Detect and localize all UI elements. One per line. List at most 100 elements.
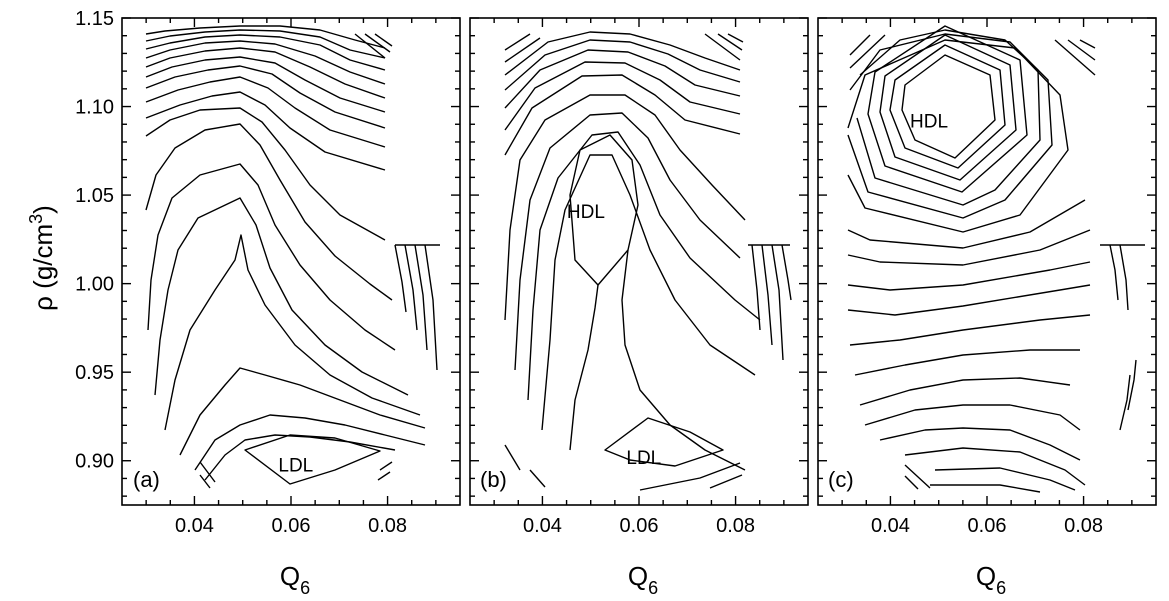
panel-b-label: (b) (480, 467, 507, 492)
y-axis-title: ρ (g/cm3) (26, 205, 58, 311)
contour-line (145, 29, 386, 59)
region-label-hdl: HDL (567, 202, 605, 223)
contour-line (751, 244, 761, 331)
region-label-ldl: LDL (626, 448, 661, 469)
region-label-hdl: HDL (910, 112, 948, 133)
contour-line (761, 244, 773, 346)
x-axis-title-sub: 6 (300, 578, 310, 598)
x-tick-label: 0.04 (523, 515, 562, 537)
contour-line (145, 40, 386, 85)
contour-line (179, 367, 426, 456)
contour-ring (879, 34, 1017, 181)
contour-line (194, 414, 426, 471)
contour-line (504, 94, 746, 321)
x-axis-title-main: Q (976, 561, 996, 591)
contour-line (541, 154, 756, 431)
panel-a-frame (121, 17, 461, 506)
x-axis-title-sub: 6 (996, 578, 1006, 598)
y-tick-label: 1.10 (75, 97, 114, 119)
contour-line (847, 33, 1053, 219)
x-tick-label: 0.06 (968, 515, 1007, 537)
contour-line (1109, 244, 1119, 301)
contour-line (504, 61, 741, 131)
panel-c-contours (847, 25, 1145, 493)
y-tick-label: 1.05 (75, 185, 114, 207)
contour-line (847, 261, 1091, 291)
contour-line (147, 163, 396, 351)
x-axis-title-sub: 6 (648, 578, 658, 598)
y-axis-title-sup: 3 (26, 214, 46, 224)
y-tick-label: 1.15 (75, 8, 114, 30)
contour-line (504, 37, 541, 63)
contour-line (145, 123, 393, 301)
contour-line (514, 112, 741, 371)
contour-line (709, 474, 743, 489)
x-axis-title-main: Q (628, 561, 648, 591)
contour-ldl-core (604, 417, 724, 467)
contour-line (1119, 374, 1131, 431)
panel-c-label: (c) (828, 467, 854, 492)
x-tick-label: 0.04 (175, 515, 214, 537)
panel-a-contours (145, 25, 440, 489)
contour-line (904, 464, 931, 489)
contour-line (930, 484, 1041, 493)
region-label-ldl: LDL (278, 455, 313, 476)
panel-a: 0.04 0.06 0.08 0.90 0.95 1.00 1.05 1.10 1.15 (a)… (75, 8, 461, 537)
y-tick-label: 0.95 (75, 362, 114, 384)
x-tick-label: 0.06 (272, 515, 311, 537)
contour-line (145, 47, 386, 99)
contour-line (504, 31, 741, 76)
y-tick-label: 0.90 (75, 451, 114, 473)
panel-a-label: (a) (133, 467, 160, 492)
contour-line (1079, 39, 1096, 49)
contour-line (145, 76, 386, 148)
y-axis-title-main: ρ (g/cm (28, 224, 58, 311)
contour-line (847, 229, 1091, 266)
contour-line (879, 427, 1081, 461)
contour-line (847, 284, 1091, 316)
contour-line (404, 244, 418, 331)
contour-line (569, 284, 599, 451)
contour-line (859, 377, 1071, 406)
contour-line (529, 469, 546, 488)
x-axis-title-c: Q6 (976, 561, 1006, 598)
contour-line (856, 29, 1041, 206)
contour-line (904, 475, 919, 490)
x-tick-label: 0.08 (1064, 515, 1103, 537)
contour-line (1119, 244, 1129, 311)
contour-line (379, 461, 393, 471)
x-tick-label: 0.08 (716, 515, 755, 537)
contour-ring (889, 44, 1006, 169)
contour-line (849, 34, 871, 56)
contour-line (849, 314, 1091, 346)
panel-c-ticks: 0.04 0.06 0.08 (818, 17, 1156, 537)
x-tick-label: 0.06 (620, 515, 659, 537)
contour-line (1127, 359, 1137, 411)
contour-line (424, 244, 438, 371)
contour-line (771, 244, 784, 361)
contour-line (704, 33, 741, 61)
contour-line (199, 461, 216, 483)
contour-line (164, 234, 421, 431)
y-axis-title-close: ) (28, 205, 58, 214)
contour-line (414, 244, 428, 351)
contour-line (781, 244, 792, 301)
contour-line (854, 349, 1080, 376)
contour-line (504, 74, 741, 156)
panel-c-frame (817, 17, 1157, 506)
contour-line (364, 33, 391, 53)
contour-line (199, 474, 211, 489)
contour-line (639, 462, 741, 491)
panel-a-ticks: 0.04 0.06 0.08 0.90 0.95 1.00 1.05 1.10 1.15 (75, 8, 460, 537)
panel-b-contours (504, 31, 792, 491)
contour-line (145, 25, 386, 49)
contour-line (847, 199, 1086, 249)
contour-ldl-core (244, 434, 381, 485)
contour-line (934, 467, 1076, 491)
contour-line (504, 49, 741, 109)
panel-b-ticks: 0.04 0.06 0.08 (470, 17, 808, 537)
contour-line (394, 244, 407, 313)
contour-line (1054, 39, 1096, 76)
contour-line (145, 34, 386, 71)
